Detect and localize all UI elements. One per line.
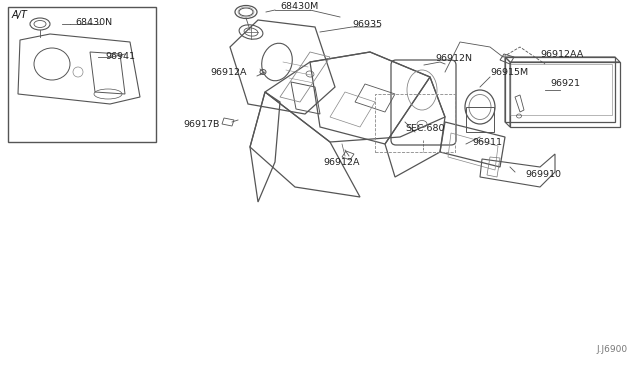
Text: 969910: 969910: [525, 170, 561, 179]
Text: 96935: 96935: [352, 19, 382, 29]
Text: J.J6900: J.J6900: [597, 346, 628, 355]
Text: 68430N: 68430N: [75, 17, 112, 26]
Text: 96941: 96941: [105, 51, 135, 61]
Text: 96921: 96921: [550, 78, 580, 87]
Text: 68430M: 68430M: [280, 1, 318, 10]
Text: 96912A: 96912A: [210, 67, 246, 77]
Text: A/T: A/T: [12, 10, 28, 20]
Text: 96911: 96911: [472, 138, 502, 147]
Text: 96917B: 96917B: [183, 119, 220, 128]
Text: 96915M: 96915M: [490, 67, 528, 77]
Text: SEC.680: SEC.680: [405, 124, 445, 132]
Text: 96912N: 96912N: [435, 54, 472, 62]
Text: 96912A: 96912A: [323, 157, 360, 167]
Text: 96912AA: 96912AA: [540, 49, 583, 58]
